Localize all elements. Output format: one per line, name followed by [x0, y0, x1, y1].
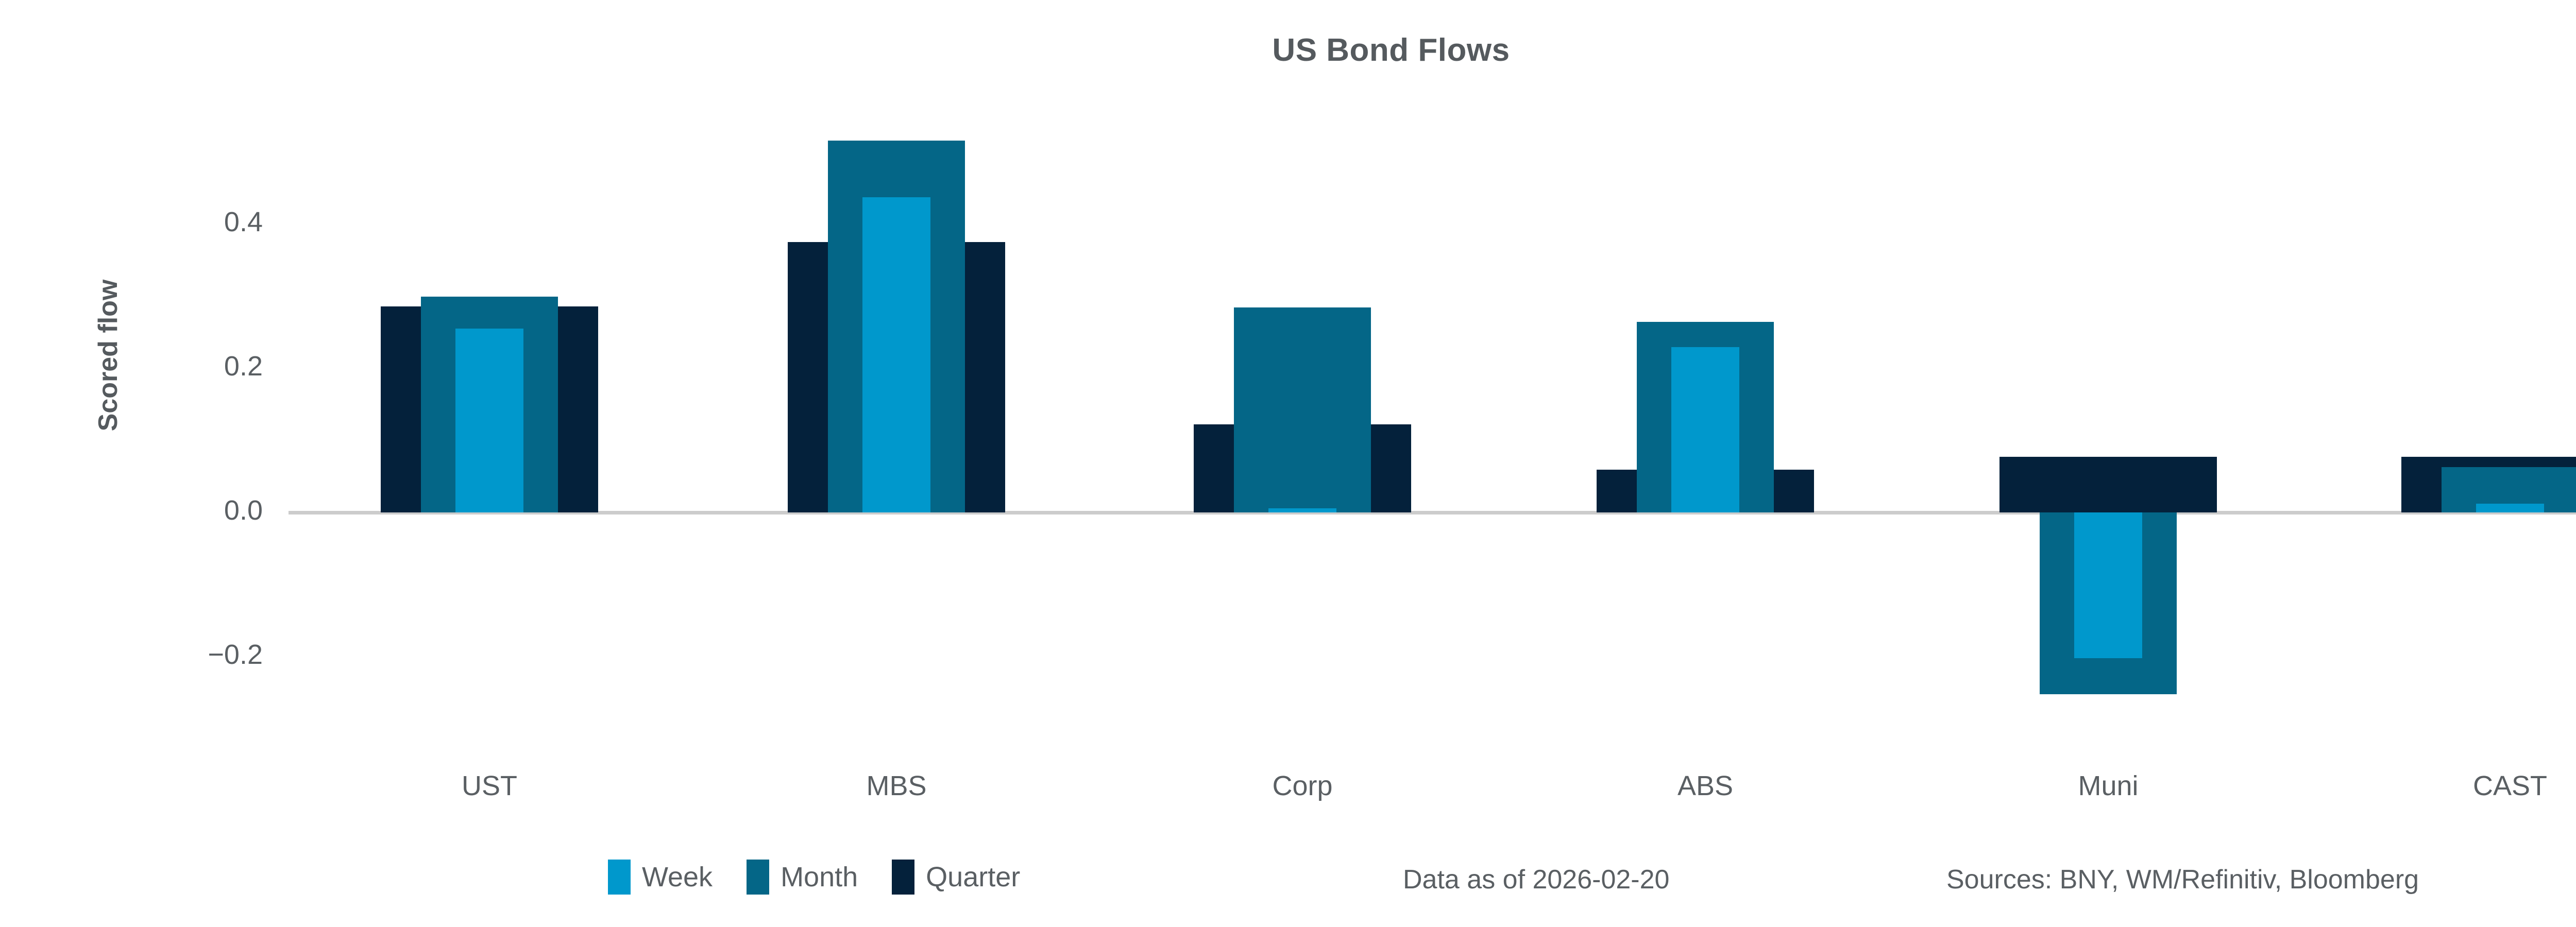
- plot-area: [289, 88, 2576, 749]
- legend-swatch-icon-week: [608, 860, 631, 895]
- bar-cast-week[interactable]: [2476, 504, 2544, 512]
- bar-corp-week[interactable]: [1268, 508, 1336, 512]
- y-tick-label: 0.4: [224, 207, 263, 237]
- bar-ust-week[interactable]: [455, 329, 523, 512]
- x-tick-label-cast: CAST: [2472, 770, 2548, 801]
- bar-mbs-week[interactable]: [862, 197, 930, 512]
- bar-group-abs: [289, 88, 2576, 749]
- y-tick-label: −0.2: [208, 639, 263, 670]
- bar-group-corp: [289, 88, 2576, 749]
- x-tick-label-muni: Muni: [2078, 770, 2139, 801]
- bar-group-cast: [289, 88, 2576, 749]
- y-axis-title: Scored flow: [93, 279, 123, 432]
- bar-group-muni: [289, 88, 2576, 749]
- bar-muni-week[interactable]: [2074, 512, 2142, 658]
- x-tick-label-corp: Corp: [1272, 770, 1333, 801]
- legend-item-week[interactable]: Week: [608, 860, 713, 895]
- legend-item-month[interactable]: Month: [747, 860, 858, 895]
- y-tick-label: 0.0: [224, 495, 263, 526]
- legend-label: Month: [781, 862, 858, 892]
- bar-corp-month[interactable]: [1234, 307, 1371, 512]
- bar-muni-quarter[interactable]: [1999, 457, 2217, 512]
- y-tick-label: 0.2: [224, 351, 263, 382]
- page-title: US Bond Flows: [1272, 32, 1510, 68]
- zero-baseline: [289, 511, 2576, 514]
- x-tick-label-ust: UST: [462, 770, 517, 801]
- legend-item-quarter[interactable]: Quarter: [892, 860, 1020, 895]
- legend-label: Week: [642, 862, 713, 892]
- bar-group-mbs: [289, 88, 2576, 749]
- bar-group-ust: [289, 88, 2576, 749]
- sources-note: Sources: BNY, WM/Refinitiv, Bloomberg: [1946, 865, 2419, 895]
- legend: Week Month Quarter: [608, 859, 1054, 895]
- bar-abs-week[interactable]: [1671, 347, 1739, 512]
- legend-swatch-icon-month: [747, 860, 770, 895]
- data-as-of-note: Data as of 2026-02-20: [1403, 865, 1670, 895]
- x-tick-label-abs: ABS: [1677, 770, 1734, 801]
- x-tick-label-mbs: MBS: [866, 770, 927, 801]
- legend-label: Quarter: [926, 862, 1021, 892]
- y-axis: Scored flow 0.4 0.2 0.0 −0.2: [57, 0, 263, 927]
- legend-swatch-icon-quarter: [892, 860, 915, 895]
